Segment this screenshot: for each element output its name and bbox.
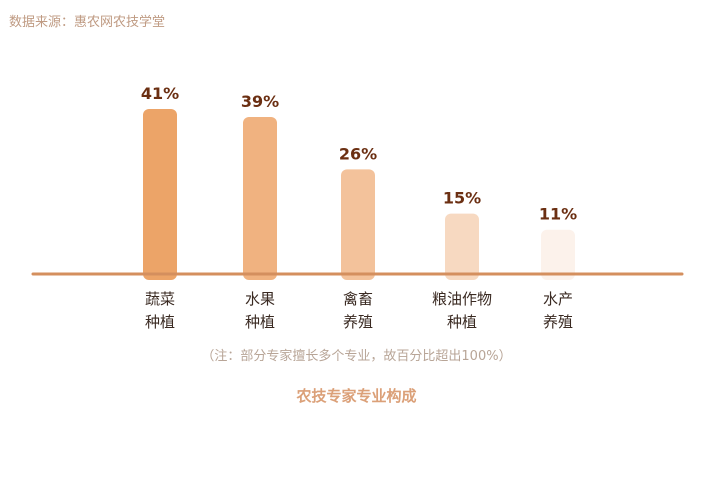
data-source-label: 数据来源：惠农网农技学堂 bbox=[9, 15, 166, 30]
bar-3 bbox=[341, 169, 375, 280]
value-label-5: 11% bbox=[539, 205, 577, 224]
category-label-1-line-1: 蔬菜 bbox=[145, 290, 175, 308]
value-label-4: 15% bbox=[443, 189, 481, 208]
category-label-2-line-1: 水果 bbox=[245, 290, 275, 308]
bar-1 bbox=[143, 109, 177, 280]
value-label-3: 26% bbox=[339, 144, 377, 163]
bar-5 bbox=[541, 229, 575, 280]
category-label-5-line-1: 水产 bbox=[543, 290, 573, 308]
category-label-2-line-2: 种植 bbox=[245, 313, 275, 331]
category-label-3-line-1: 禽畜 bbox=[343, 290, 373, 308]
category-label-5-line-2: 养殖 bbox=[543, 313, 573, 331]
value-label-2: 39% bbox=[241, 92, 279, 111]
value-label-1: 41% bbox=[141, 84, 179, 103]
category-label-3-line-2: 养殖 bbox=[343, 313, 373, 331]
category-label-4-line-1: 粮油作物 bbox=[432, 290, 492, 308]
bar-4 bbox=[445, 213, 479, 280]
category-label-1-line-2: 种植 bbox=[145, 313, 175, 331]
category-label-4-line-2: 种植 bbox=[447, 313, 477, 331]
footnote: （注：部分专家擅长多个专业，故百分比超出100%） bbox=[201, 349, 512, 364]
chart-caption: 农技专家专业构成 bbox=[296, 387, 417, 405]
bar-2 bbox=[243, 117, 277, 280]
